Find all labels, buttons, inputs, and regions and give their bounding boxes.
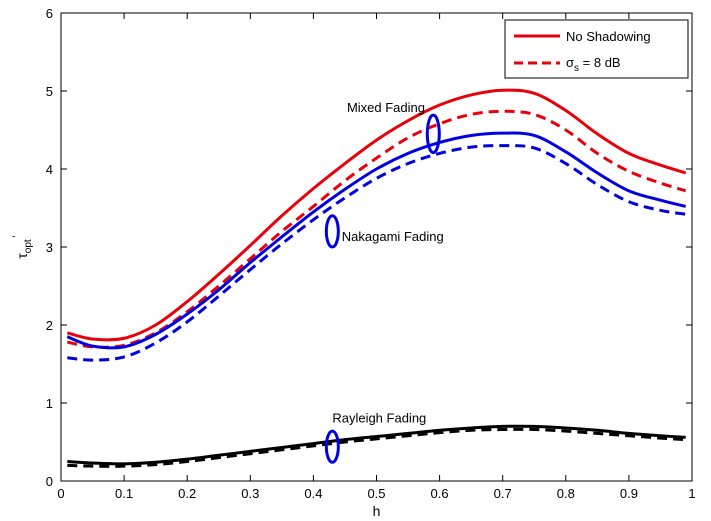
y-tick-label: 0 bbox=[46, 474, 53, 489]
legend: No Shadowing σs = 8 dB bbox=[504, 19, 689, 79]
y-tick-label: 4 bbox=[46, 162, 53, 177]
annotation-label: Nakagami Fading bbox=[342, 229, 444, 244]
x-tick-label: 0.5 bbox=[367, 486, 385, 501]
x-tick-label: 0 bbox=[57, 486, 64, 501]
y-tick-label: 1 bbox=[46, 396, 53, 411]
legend-sigma-rest: = 8 dB bbox=[579, 55, 621, 70]
series-line-nakagami-solid bbox=[66, 131, 687, 350]
y-tick-label: 3 bbox=[46, 240, 53, 255]
y-axis-label-sup: ' bbox=[11, 235, 23, 237]
plot-area bbox=[60, 12, 693, 482]
legend-label-no-shadowing: No Shadowing bbox=[566, 29, 651, 44]
x-tick-label: 0.2 bbox=[178, 486, 196, 501]
x-tick-label: 0.7 bbox=[494, 486, 512, 501]
x-tick-label: 0.3 bbox=[241, 486, 259, 501]
series-line-rayleigh-solid bbox=[67, 424, 686, 466]
x-tick-label: 0.4 bbox=[304, 486, 322, 501]
y-tick-label: 2 bbox=[46, 318, 53, 333]
x-tick-label: 0.9 bbox=[620, 486, 638, 501]
y-axis-label-main: τ bbox=[14, 253, 30, 259]
legend-sigma-sub: s bbox=[574, 63, 579, 74]
legend-box bbox=[504, 19, 689, 79]
x-tick-label: 1 bbox=[688, 486, 695, 501]
y-axis-label-sub: opt bbox=[23, 239, 34, 253]
annotation-ellipse bbox=[324, 429, 340, 464]
annotation-layer: Mixed Fading Nakagami Fading Rayleigh Fadi… bbox=[324, 100, 444, 464]
legend-label-shadowing: σs = 8 dB bbox=[566, 55, 621, 74]
x-tick-label: 0.6 bbox=[431, 486, 449, 501]
x-axis-label: h bbox=[373, 503, 381, 519]
annotation-label: Mixed Fading bbox=[347, 100, 425, 115]
series-layer bbox=[66, 88, 687, 468]
y-tick-label: 6 bbox=[46, 6, 53, 21]
annotation-ellipse bbox=[425, 113, 441, 155]
series-line-mixed-solid bbox=[66, 88, 687, 342]
series-line-nakagami-dashed bbox=[67, 144, 686, 362]
y-axis-label: τopt' bbox=[11, 235, 34, 259]
x-tick-label: 0.1 bbox=[115, 486, 133, 501]
annotation-label: Rayleigh Fading bbox=[332, 411, 426, 426]
y-tick-label: 5 bbox=[46, 84, 53, 99]
x-tick-label: 0.8 bbox=[557, 486, 575, 501]
legend-sigma: σ bbox=[566, 55, 574, 70]
svg-text:τopt': τopt' bbox=[11, 235, 34, 259]
tick-layer: 0 0.1 0.2 0.3 0.4 0.5 0.6 0.7 0.8 0.9 1 0 1 2 3 4 5 6 bbox=[46, 6, 696, 501]
series-line-rayleigh-dashed bbox=[67, 427, 686, 468]
annotation-ellipse bbox=[324, 214, 340, 249]
